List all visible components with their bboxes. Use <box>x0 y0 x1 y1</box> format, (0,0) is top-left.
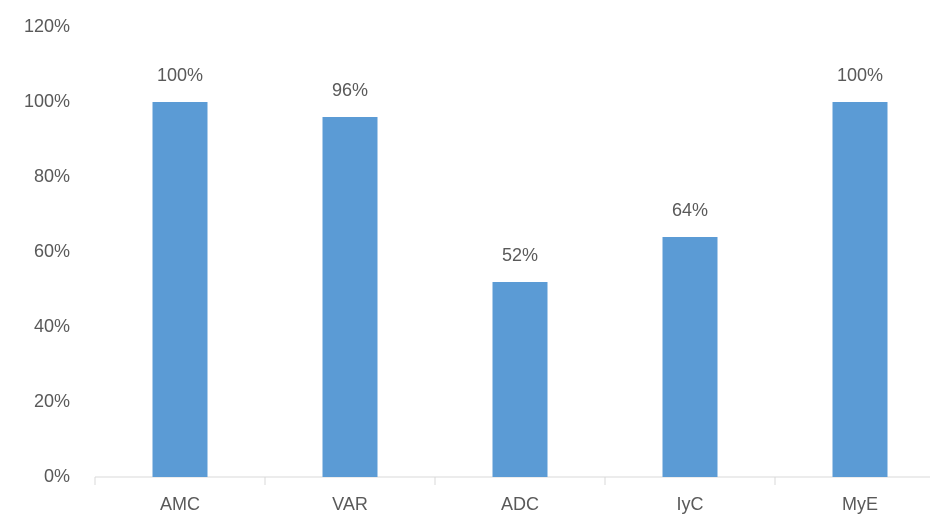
data-label: 96% <box>332 80 368 100</box>
x-tick-label: ADC <box>501 494 539 514</box>
x-tick-label: VAR <box>332 494 368 514</box>
bar <box>152 102 208 477</box>
x-tick-label: IyC <box>677 494 704 514</box>
bar <box>322 117 378 477</box>
y-tick-label: 40% <box>34 316 70 336</box>
bar <box>832 102 888 477</box>
y-tick-label: 0% <box>44 466 70 486</box>
bar <box>492 282 548 477</box>
data-label: 100% <box>157 65 203 85</box>
x-tick-label: AMC <box>160 494 200 514</box>
y-tick-label: 60% <box>34 241 70 261</box>
data-label: 52% <box>502 245 538 265</box>
y-tick-label: 20% <box>34 391 70 411</box>
y-tick-label: 120% <box>24 16 70 36</box>
data-label: 100% <box>837 65 883 85</box>
y-tick-label: 80% <box>34 166 70 186</box>
y-tick-label: 100% <box>24 91 70 111</box>
bar <box>662 237 718 477</box>
data-label: 64% <box>672 200 708 220</box>
x-tick-label: MyE <box>842 494 878 514</box>
